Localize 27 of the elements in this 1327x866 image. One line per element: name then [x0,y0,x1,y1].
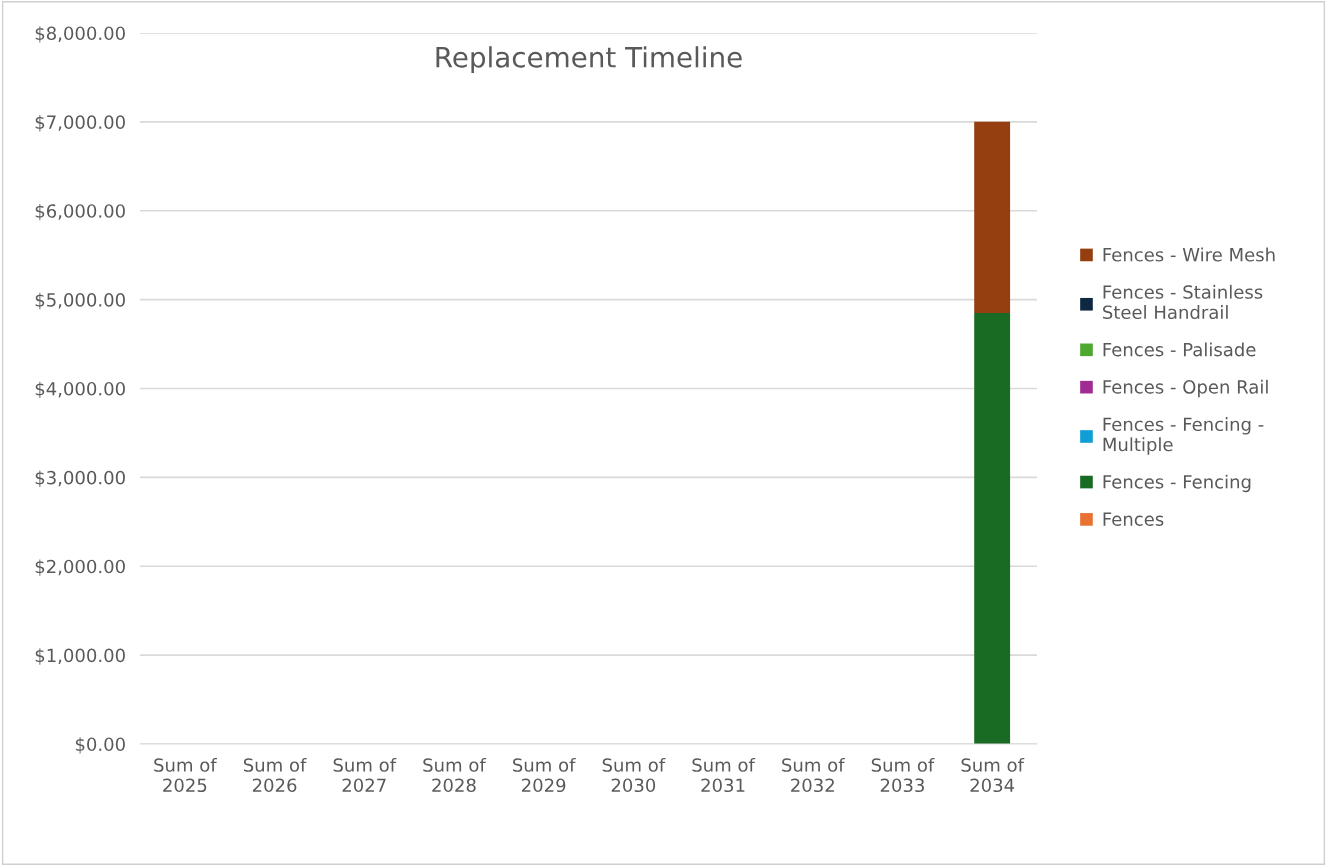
y-tick-label: $7,000.00 [35,115,125,132]
x-tick-label: Sum of 2027 [333,757,397,793]
legend-label: Fences - Open Rail [1103,379,1268,398]
x-tick-label: Sum of 2034 [961,757,1025,793]
x-tick-label: Sum of 2026 [243,757,307,793]
y-tick-label: $2,000.00 [35,559,125,576]
y-tick-label: $1,000.00 [35,648,125,665]
x-tick-label: Sum of 2029 [513,757,576,793]
legend-label: Fences - Fencing [1103,474,1251,493]
y-tick-label: $3,000.00 [35,470,125,487]
x-tick-label: Sum of 2030 [602,757,666,793]
y-tick-label: $5,000.00 [35,292,125,310]
legend-label: Fences - Fencing - Multiple [1103,417,1264,455]
legend-label: Fences - Palisade [1103,342,1256,357]
legend-label: Fences - Wire Mesh [1103,247,1275,262]
y-tick-label: $4,000.00 [35,381,125,399]
x-tick-label: Sum of 2028 [423,757,487,793]
y-tick-label: $6,000.00 [35,203,125,221]
x-tick-label: Sum of 2033 [871,757,935,793]
x-tick-label: Sum of 2031 [692,757,756,793]
y-tick-label: $8,000.00 [35,26,125,43]
x-tick-label: Sum of 2025 [154,757,218,793]
x-tick-label: Sum of 2032 [782,757,845,793]
legend-label: Fences [1103,512,1164,526]
chart-title: Replacement Timeline [436,46,742,74]
legend-label: Fences - Stainless Steel Handrail [1103,284,1263,320]
y-tick-label: $0.00 [75,737,125,754]
